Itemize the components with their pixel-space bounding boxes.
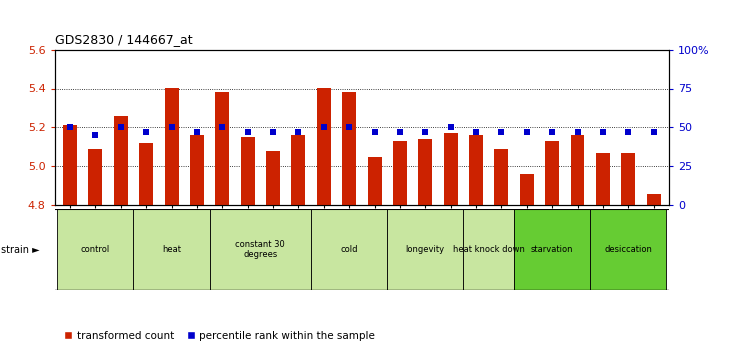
Bar (469, 135, 483, 205)
Bar (393, 141, 407, 205)
Bar (114, 116, 128, 205)
Point (64, 125, 76, 130)
Text: strain ►: strain ► (1, 245, 40, 255)
Legend: transformed count, percentile rank within the sample: transformed count, percentile rank withi… (60, 327, 379, 345)
Point (368, 129, 380, 135)
Bar (463, 209, 514, 290)
Bar (292, 135, 306, 205)
Bar (311, 209, 387, 290)
Text: control: control (81, 245, 110, 254)
Point (268, 129, 279, 135)
Text: desiccation: desiccation (605, 245, 652, 254)
Point (216, 125, 228, 130)
Point (140, 129, 152, 135)
Bar (514, 209, 590, 290)
Point (470, 129, 482, 135)
Point (444, 125, 456, 130)
Bar (368, 157, 382, 205)
Bar (520, 174, 534, 205)
Bar (596, 153, 610, 205)
Bar (139, 143, 154, 205)
Text: cold: cold (341, 245, 358, 254)
Point (572, 129, 583, 135)
Point (344, 125, 355, 130)
Bar (621, 153, 635, 205)
Point (115, 125, 126, 130)
Bar (266, 151, 280, 205)
Bar (134, 209, 210, 290)
Bar (210, 209, 311, 290)
Bar (190, 135, 204, 205)
Text: heat knock down: heat knock down (452, 245, 525, 254)
Bar (317, 88, 330, 205)
Bar (63, 126, 77, 205)
Bar (240, 137, 254, 205)
Point (166, 125, 178, 130)
Point (648, 129, 659, 135)
Point (546, 129, 558, 135)
Text: heat: heat (162, 245, 181, 254)
Point (597, 129, 609, 135)
Bar (387, 209, 463, 290)
Bar (444, 133, 458, 205)
Bar (418, 139, 432, 205)
Point (191, 129, 202, 135)
Bar (494, 149, 508, 205)
Point (292, 129, 304, 135)
Bar (570, 135, 585, 205)
Text: constant 30
degrees: constant 30 degrees (235, 240, 285, 259)
Bar (57, 209, 134, 290)
Point (521, 129, 533, 135)
Text: longevity: longevity (406, 245, 445, 254)
Point (90, 132, 102, 138)
Bar (545, 141, 559, 205)
Bar (88, 149, 102, 205)
Point (420, 129, 431, 135)
Bar (342, 92, 356, 205)
Text: starvation: starvation (531, 245, 573, 254)
Bar (647, 194, 661, 205)
Bar (164, 88, 178, 205)
Bar (216, 92, 230, 205)
Bar (590, 209, 667, 290)
Point (622, 129, 634, 135)
Point (318, 125, 330, 130)
Point (394, 129, 406, 135)
Point (242, 129, 254, 135)
Text: GDS2830 / 144667_at: GDS2830 / 144667_at (55, 33, 192, 46)
Point (496, 129, 507, 135)
